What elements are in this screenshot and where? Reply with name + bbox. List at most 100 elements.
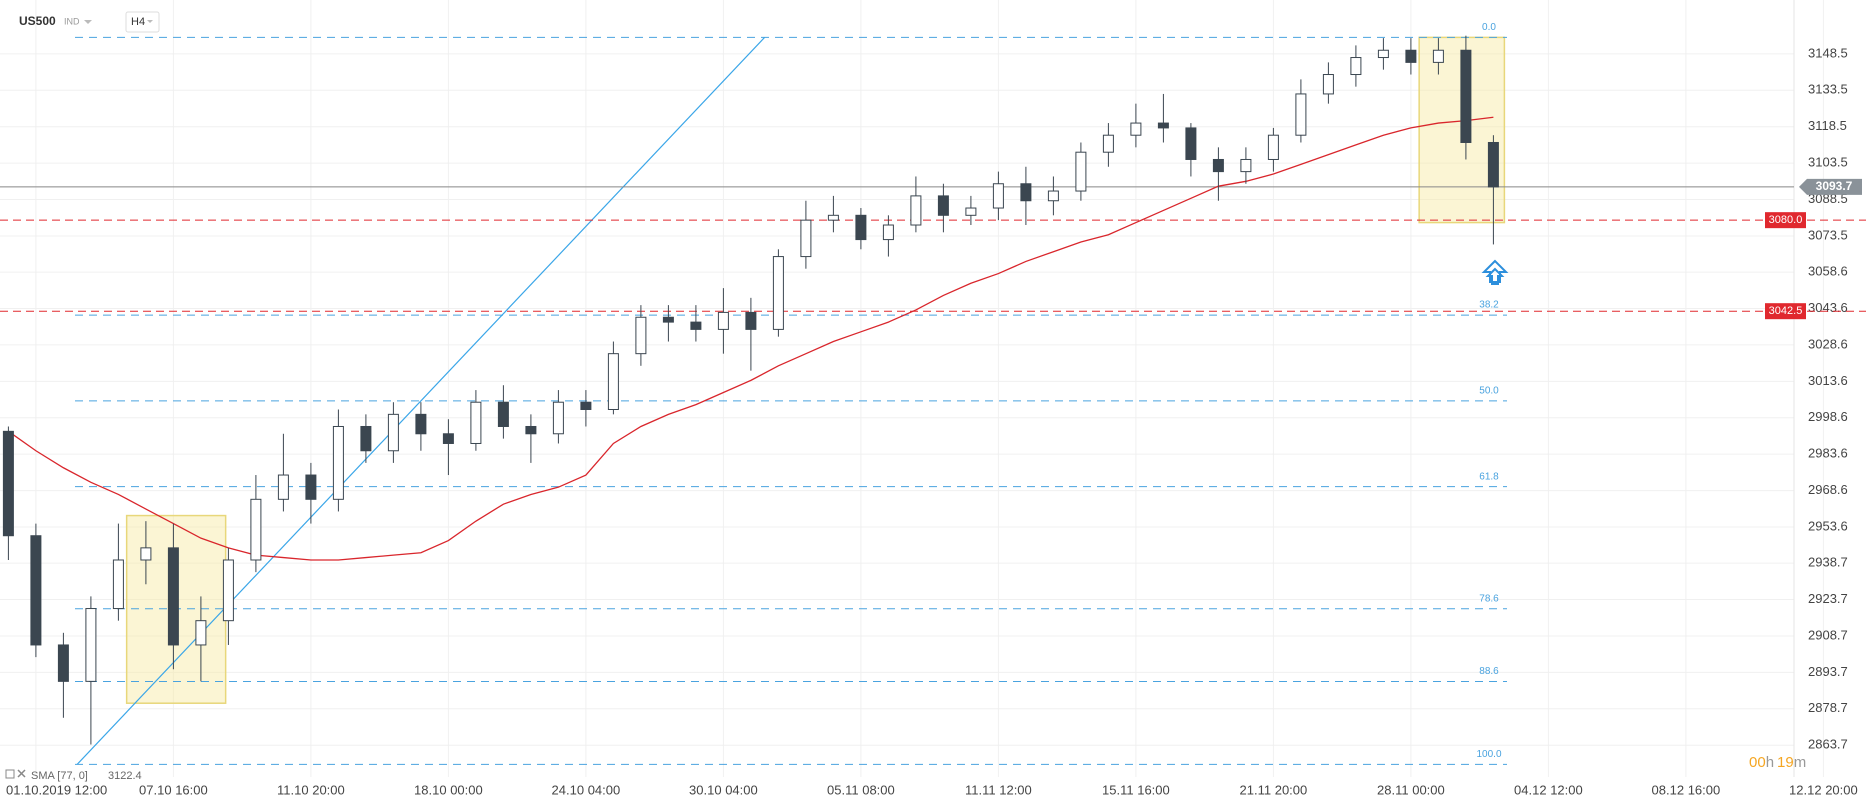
x-tick-label: 11.11 12:00 (965, 782, 1032, 797)
candle-body (1405, 49, 1417, 63)
candle-body (607, 353, 619, 410)
y-tick-label: 2938.7 (1808, 555, 1848, 570)
x-tick-label: 28.11 00:00 (1377, 782, 1445, 797)
candle-body (112, 559, 124, 610)
y-tick-label: 2953.6 (1808, 518, 1848, 533)
indicator-name: SMA [77, 0] (31, 770, 88, 782)
y-tick-label: 3148.5 (1808, 45, 1848, 60)
y-tick-label: 3103.5 (1808, 155, 1848, 170)
icon-settings[interactable] (5, 769, 15, 779)
timer-minutes: 19 (1777, 754, 1794, 771)
candle-body (717, 311, 729, 330)
candle-body (745, 311, 757, 330)
x-tick-label: 30.10 04:00 (689, 782, 758, 797)
x-tick-label: 11.10 20:00 (277, 782, 345, 797)
y-tick-label: 2908.7 (1808, 627, 1848, 642)
candle-body (387, 413, 399, 452)
candle-body (662, 316, 674, 323)
candle-body (580, 401, 592, 410)
y-tick-label: 3058.6 (1808, 264, 1848, 279)
candle-body (690, 321, 702, 330)
candle-body (250, 498, 262, 561)
timer-unit: m (1794, 754, 1807, 771)
candle-body (525, 425, 537, 435)
candle-body (415, 413, 427, 435)
candle-body (965, 207, 977, 216)
candle-body (1432, 49, 1444, 63)
y-tick-label: 2983.6 (1808, 446, 1848, 461)
candle-body (1047, 190, 1059, 202)
candle-body (772, 256, 784, 330)
x-tick-label: 08.12 16:00 (1652, 782, 1721, 797)
y-tick-label: 2863.7 (1808, 737, 1848, 752)
y-tick-label: 3133.5 (1808, 82, 1848, 97)
timer-unit: h (1766, 754, 1774, 771)
x-tick-label: 07.10 16:00 (139, 782, 208, 797)
candle-body (1185, 127, 1197, 160)
candle-body (1377, 49, 1389, 59)
x-tick-label: 05.11 08:00 (827, 782, 895, 797)
y-tick-label: 3043.6 (1808, 300, 1848, 315)
candle-body (1460, 49, 1472, 143)
candle-body (222, 559, 234, 622)
candle-body (1212, 158, 1224, 173)
y-tick-label: 3118.5 (1808, 118, 1847, 133)
candle-body (30, 535, 42, 646)
candle-body (1350, 57, 1362, 76)
y-tick-label: 2923.7 (1808, 591, 1848, 606)
candle-body (195, 620, 207, 646)
candle-body (552, 401, 564, 435)
x-tick-label: 18.10 00:00 (414, 782, 483, 797)
y-tick-label: 3073.5 (1808, 227, 1848, 242)
level-box (1765, 303, 1806, 320)
candle-body (1020, 183, 1032, 202)
x-tick-label: 21.11 20:00 (1240, 782, 1308, 797)
candle-body (1130, 122, 1142, 136)
icon-close[interactable] (17, 769, 26, 778)
level-label: 3080.0 (1769, 214, 1803, 226)
signal-arrow (1481, 259, 1509, 285)
candle-body (1240, 158, 1252, 173)
x-tick-label: 01.10.2019 12:00 (6, 782, 107, 797)
y-tick-label: 2968.6 (1808, 482, 1848, 497)
candle-body (360, 425, 372, 452)
candle-body (85, 608, 97, 682)
header: US500 IND H4 (19, 11, 160, 33)
indicator-value: 3122.4 (108, 770, 142, 782)
fib-label: 0.0 (1482, 22, 1496, 33)
candle-body (882, 224, 894, 241)
trend-line (76, 36, 766, 765)
candle-body (140, 547, 152, 561)
candle-body (827, 214, 839, 221)
candle-body (800, 219, 812, 258)
candle-body (1322, 74, 1334, 95)
y-tick-label: 2893.7 (1808, 664, 1848, 679)
level-box (1765, 212, 1806, 229)
candle-body (855, 214, 867, 241)
x-tick-label: 04.12 12:00 (1514, 782, 1583, 797)
fib-label: 78.6 (1479, 593, 1499, 604)
candle-body (1267, 134, 1279, 160)
indicator-legend: SMA [77, 0] 3122.4 (5, 769, 142, 782)
x-tick-label: 15.11 16:00 (1102, 782, 1170, 797)
y-tick-label: 3013.6 (1808, 373, 1848, 388)
candle-body (57, 644, 69, 682)
y-tick-label: 2878.7 (1808, 700, 1848, 715)
candle-body (305, 474, 317, 500)
candle-body (1075, 151, 1087, 192)
dropdown-caret[interactable] (84, 20, 92, 24)
fib-label: 38.2 (1479, 300, 1499, 311)
symbol: US500 (19, 14, 56, 28)
timer: 00h 19m (1749, 754, 1806, 771)
interval-selector[interactable] (125, 11, 160, 33)
candle-body (277, 474, 289, 500)
fib-label: 88.6 (1479, 666, 1499, 677)
candle-body (332, 425, 344, 500)
candle-body (635, 316, 647, 355)
candle-body (2, 430, 14, 537)
y-tick-label: 3028.6 (1808, 336, 1848, 351)
y-tick-label: 2998.6 (1808, 409, 1848, 424)
level-label: 3042.5 (1769, 305, 1803, 317)
